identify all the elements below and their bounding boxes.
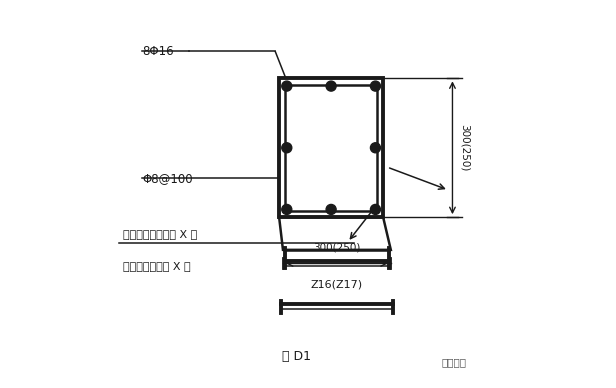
Text: 见设计变更通知单 X 号: 见设计变更通知单 X 号 bbox=[123, 229, 197, 239]
Text: 图 D1: 图 D1 bbox=[282, 350, 311, 364]
Circle shape bbox=[282, 81, 292, 91]
Text: 或工程洽商记录 X 号: 或工程洽商记录 X 号 bbox=[123, 262, 191, 272]
Text: 市政设计: 市政设计 bbox=[442, 357, 467, 367]
Circle shape bbox=[370, 81, 381, 91]
Circle shape bbox=[326, 204, 336, 215]
Text: 300(250): 300(250) bbox=[313, 242, 360, 253]
Polygon shape bbox=[279, 217, 391, 250]
Circle shape bbox=[370, 204, 381, 215]
Bar bbox=[285, 85, 377, 211]
Circle shape bbox=[282, 204, 292, 215]
Text: 300(250): 300(250) bbox=[460, 124, 470, 171]
Text: Φ8@100: Φ8@100 bbox=[142, 172, 193, 185]
Bar bbox=[279, 78, 383, 217]
Text: Z16(Z17): Z16(Z17) bbox=[311, 279, 363, 289]
Circle shape bbox=[326, 81, 336, 91]
Circle shape bbox=[282, 143, 292, 153]
Circle shape bbox=[370, 143, 381, 153]
Text: 8Φ16: 8Φ16 bbox=[142, 45, 174, 58]
